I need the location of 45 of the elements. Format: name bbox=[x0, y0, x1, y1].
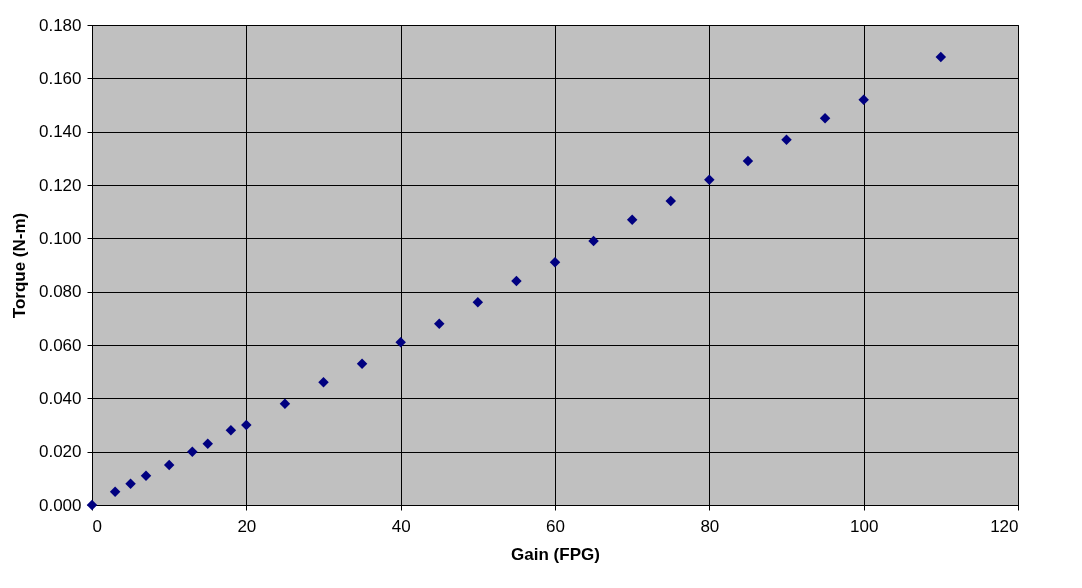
point bbox=[140, 470, 152, 481]
y-tick-label: 0.140 bbox=[38, 122, 82, 142]
point bbox=[588, 235, 599, 247]
point bbox=[781, 134, 792, 145]
point bbox=[356, 358, 368, 369]
point bbox=[86, 499, 98, 511]
x-tick-label: 80 bbox=[700, 516, 720, 536]
x-tick-label: 40 bbox=[391, 516, 411, 536]
y-tick-label: 0.040 bbox=[38, 388, 82, 408]
point bbox=[742, 155, 754, 167]
x-tick-label: 100 bbox=[849, 516, 879, 536]
point bbox=[511, 275, 522, 287]
point bbox=[318, 377, 329, 388]
y-tick-label: 0.080 bbox=[38, 282, 82, 302]
x-tick-label: 20 bbox=[237, 516, 257, 536]
x-tick-label: 0 bbox=[92, 516, 102, 536]
point bbox=[225, 425, 237, 436]
point bbox=[125, 478, 136, 489]
point bbox=[109, 486, 121, 497]
point bbox=[202, 438, 213, 449]
y-tick-label: 0.160 bbox=[38, 68, 82, 88]
y-axis-title: Torque (N-m) bbox=[9, 212, 29, 319]
point bbox=[187, 446, 198, 457]
y-tick-label: 0.180 bbox=[38, 15, 82, 35]
point bbox=[626, 214, 638, 225]
y-tick-label: 0.060 bbox=[38, 335, 82, 355]
point bbox=[241, 419, 252, 431]
point bbox=[549, 257, 561, 268]
x-axis-title: Gain (FPG) bbox=[511, 544, 600, 564]
y-tick-label: 0.120 bbox=[38, 175, 82, 195]
point bbox=[704, 174, 715, 185]
y-tick-label: 0.100 bbox=[38, 228, 82, 248]
point bbox=[472, 297, 484, 308]
x-tick-label: 60 bbox=[546, 516, 565, 536]
point bbox=[935, 51, 947, 63]
point bbox=[858, 94, 869, 105]
x-tick-label: 120 bbox=[990, 516, 1019, 536]
point bbox=[395, 337, 406, 348]
point bbox=[819, 113, 831, 124]
point bbox=[163, 459, 175, 471]
point bbox=[665, 195, 676, 207]
y-tick-label: 0.000 bbox=[38, 495, 82, 515]
point bbox=[279, 398, 291, 409]
point bbox=[434, 318, 445, 329]
y-tick-label: 0.020 bbox=[38, 442, 82, 462]
